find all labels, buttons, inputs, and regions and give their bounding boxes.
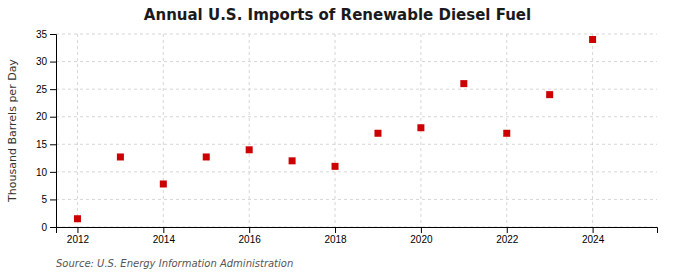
grid-line [56, 34, 657, 35]
tick: 20 [36, 111, 56, 122]
tick: 5 [41, 194, 56, 205]
axis-line [50, 35, 57, 228]
axis-line [57, 228, 658, 234]
grid-line [56, 199, 657, 200]
tick: 15 [36, 139, 56, 150]
tick-label: 2012 [67, 234, 90, 245]
tick-label: 10 [36, 167, 48, 178]
tick-label: 2014 [153, 234, 176, 245]
grid-line [56, 144, 657, 145]
tick-label: 2024 [582, 234, 605, 245]
grid-line [249, 34, 250, 227]
x-axis: 2012 2014 2016 2018 2020 2022 2024 [57, 227, 658, 245]
tick-label: 30 [36, 56, 48, 67]
tick-mark [507, 227, 508, 233]
tick: 2014 [153, 227, 176, 245]
grid-line [56, 171, 657, 172]
tick-mark [421, 227, 422, 233]
title: Annual U.S. Imports of Renewable Diesel … [144, 6, 531, 24]
grid-line [592, 34, 593, 227]
grid [56, 34, 657, 227]
tick: 2012 [67, 227, 90, 245]
annotation: Source: U.S. Energy Information Administ… [56, 258, 293, 269]
tick: 0 [41, 222, 56, 233]
tick-mark [50, 117, 56, 118]
point [460, 80, 467, 87]
point [246, 146, 253, 153]
points [74, 36, 596, 222]
y-axis-title: Thousand Barrels per Day [6, 59, 19, 203]
tick: 2022 [496, 227, 519, 245]
tick-label: 2022 [496, 234, 519, 245]
tick-label: 2020 [410, 234, 433, 245]
grid-line [56, 89, 657, 90]
tick-mark [50, 62, 56, 63]
point [74, 215, 81, 222]
tick-mark [593, 227, 594, 233]
tick-label: 0 [41, 222, 47, 233]
grid-line [335, 34, 336, 227]
tick-mark [77, 227, 78, 233]
point [332, 163, 339, 170]
tick-label: 2018 [324, 234, 347, 245]
tick: 2020 [410, 227, 433, 245]
y-axis: 0 5 10 15 20 25 30 35 [36, 29, 57, 233]
tick-mark [335, 227, 336, 233]
tick-label: 35 [36, 29, 48, 40]
tick-mark [50, 199, 56, 200]
tick-label: 25 [36, 84, 48, 95]
tick-mark [163, 227, 164, 233]
point [160, 180, 167, 187]
plot-area: 2012 2014 2016 2018 2020 2022 2024 0 5 10 15 20 25 30… [36, 29, 658, 245]
point [289, 157, 296, 164]
point [417, 124, 424, 131]
point [374, 130, 381, 137]
tick-label: 15 [36, 139, 48, 150]
tick-mark [50, 89, 56, 90]
chart: 2012 2014 2016 2018 2020 2022 2024 0 5 10 15 20 25 30… [0, 0, 675, 275]
tick-mark [50, 172, 56, 173]
tick-mark [50, 144, 56, 145]
point [589, 36, 596, 43]
grid-line [56, 116, 657, 117]
tick: 2024 [582, 227, 605, 245]
tick: 35 [36, 29, 56, 40]
tick: 30 [36, 56, 56, 67]
point [203, 153, 210, 160]
tick-mark [50, 34, 56, 35]
tick: 25 [36, 84, 56, 95]
tick-label: 20 [36, 111, 48, 122]
tick-mark [50, 227, 56, 228]
point [117, 153, 124, 160]
tick: 10 [36, 167, 56, 178]
point [503, 130, 510, 137]
grid-line [77, 34, 78, 227]
grid-line [56, 61, 657, 62]
tick-mark [249, 227, 250, 233]
tick-label: 2016 [239, 234, 262, 245]
grid-line [163, 34, 164, 227]
tick-label: 5 [41, 194, 47, 205]
tick: 2018 [324, 227, 347, 245]
point [546, 91, 553, 98]
tick: 2016 [239, 227, 262, 245]
